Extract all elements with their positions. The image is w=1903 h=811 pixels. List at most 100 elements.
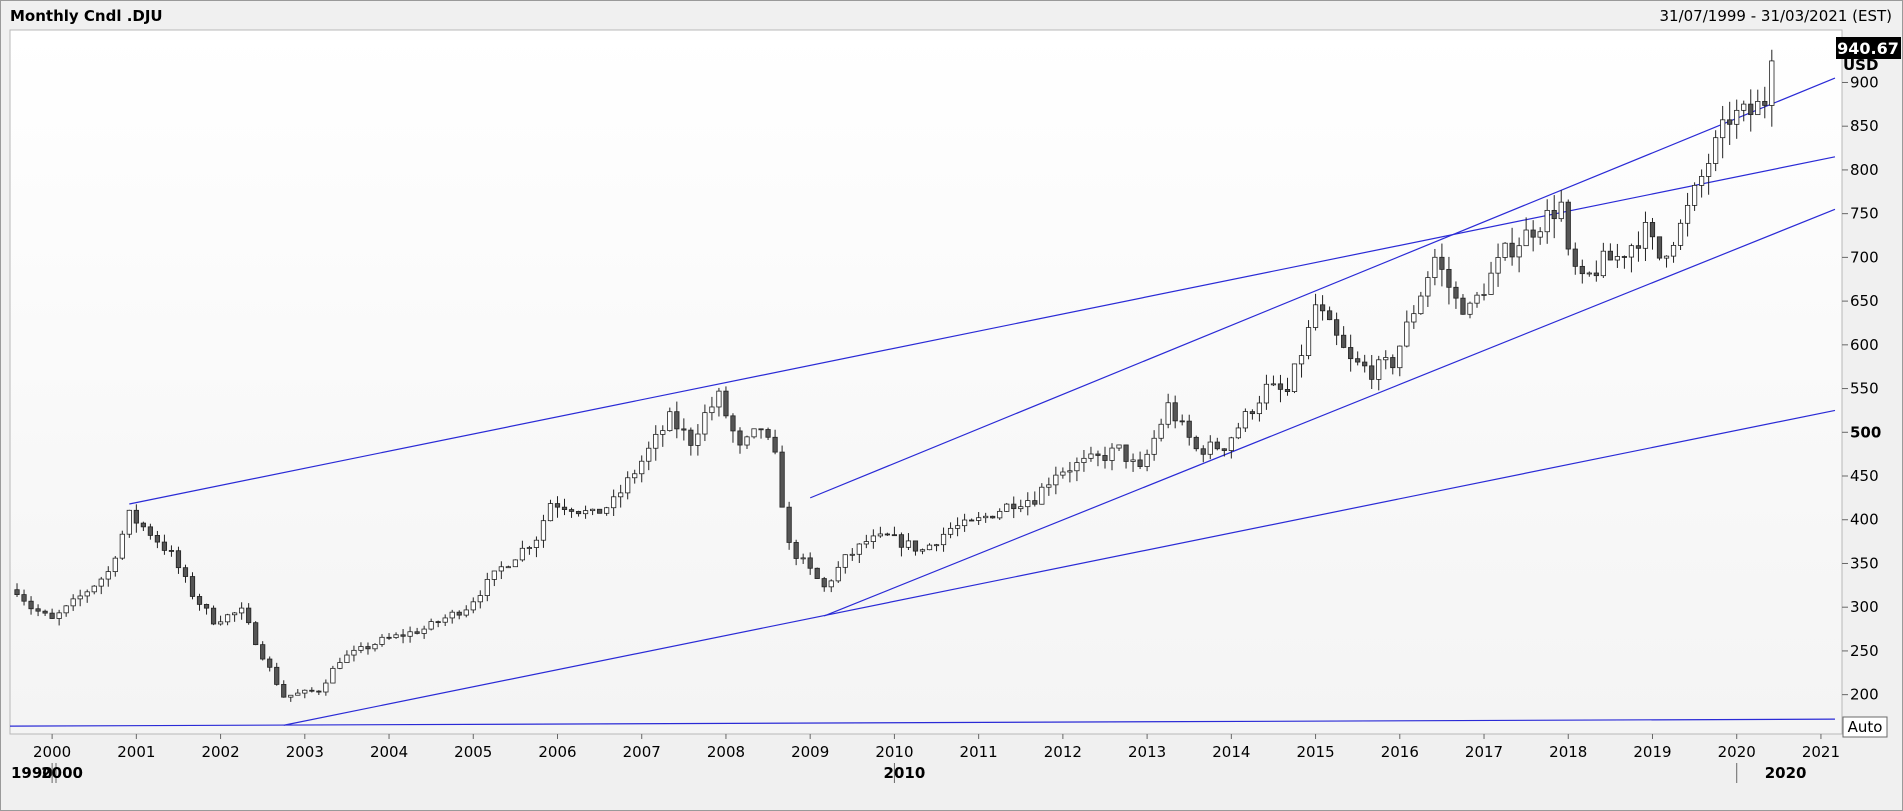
currency-label: USD [1843,56,1878,74]
candle-body [1004,503,1010,512]
x-year-label: 2000 [33,743,71,761]
candle-body [1642,222,1649,249]
candle-body [800,557,806,560]
candle-body [288,694,294,698]
candle-body [512,559,518,568]
trendlines [9,77,1836,727]
candle-body [547,503,554,522]
candle-body [316,690,322,693]
candle-body [1355,358,1361,363]
candle-body [969,519,975,522]
candle-body [1565,201,1571,250]
candle-body [1334,319,1340,336]
candle-body [933,544,940,547]
plot-area [9,29,1843,735]
candle-body [210,607,217,625]
candle-body [1481,294,1487,296]
candle-body [35,608,41,612]
candle-body [1095,453,1101,456]
candle-body [674,411,680,430]
candle-body [856,543,862,555]
candle-body [421,628,427,634]
candle-body [1572,248,1578,267]
candle-body [470,601,476,611]
candle-body [428,621,434,630]
candle-body [1544,209,1550,233]
candle-body [456,611,462,616]
x-year-label: 2015 [1296,743,1334,761]
auto-scale-button[interactable] [1842,716,1888,738]
candle-body [1558,201,1564,220]
x-year-label: 2006 [538,743,576,761]
candle-body [660,430,666,435]
candle-body [463,609,469,616]
candle-body [1249,411,1255,415]
candle-body [1284,389,1291,392]
candle-body [49,612,55,619]
candle-body [912,540,919,552]
candle-body [1130,459,1136,462]
candle-body [337,662,343,669]
last-price-badge [1836,37,1901,59]
x-year-label: 2020 [1718,743,1756,761]
candle-body [1137,459,1143,467]
candle-body [1509,242,1515,258]
candle-body [126,509,132,535]
candle-body [140,522,146,528]
candle-body [1144,453,1150,467]
candle-body [1018,506,1024,510]
candle-body [688,429,694,446]
candle-body [505,566,511,569]
y-tick-label: 450 [1850,467,1879,485]
candle-body [709,406,715,414]
candle-body [1032,500,1038,505]
candle-body [554,503,561,508]
candle-body [1312,304,1319,328]
candle-body [582,510,589,515]
candle-body [849,553,855,556]
candle-body [84,591,90,597]
candle-body [639,460,645,475]
candle-body [189,576,196,597]
x-year-label: 2002 [201,743,239,761]
candle-body [203,604,210,609]
candle-body [330,667,336,684]
candle-body [561,506,568,510]
x-year-label: 2018 [1549,743,1587,761]
candle-body [175,550,182,569]
candle-body [1341,334,1347,348]
candle-body [737,430,743,446]
candle-body [835,566,841,582]
candle-body [1186,420,1192,438]
candle-body [1600,250,1606,277]
candle-body [246,607,252,624]
chart-title: Monthly Cndl .DJU [10,7,163,25]
y-tick-label: 200 [1850,686,1879,704]
candle-body [351,649,357,656]
candle-body [498,566,504,572]
x-year-label: 2003 [286,743,324,761]
candle-body [91,585,97,593]
candle-body [1614,256,1620,261]
time-axis[interactable]: 2000 2001 2002 2003 2004 2005 2006 2007 2008 2009… [11,734,1840,783]
x-year-label: 2009 [791,743,829,761]
candle-body [597,508,603,514]
candle-body [1327,310,1333,321]
x-year-label: 2005 [454,743,492,761]
candle-body [1593,272,1599,277]
x-year-label: 2001 [117,743,155,761]
y-tick-label: 500 [1850,423,1881,441]
candle-body [1305,327,1312,357]
candle-body [863,541,869,545]
candle-body [56,612,62,619]
candle-body [533,539,540,548]
candle-body [1762,100,1768,106]
x-year-label: 2016 [1381,743,1419,761]
price-axis[interactable]: 200 250 300 350 400 450 500 550 600 650 700 750 800 8… [1842,73,1881,704]
candle-body [414,631,420,634]
candle-body [519,547,525,561]
candle-body [105,571,111,580]
candle-body [1298,355,1305,365]
candle-body [1516,245,1522,258]
